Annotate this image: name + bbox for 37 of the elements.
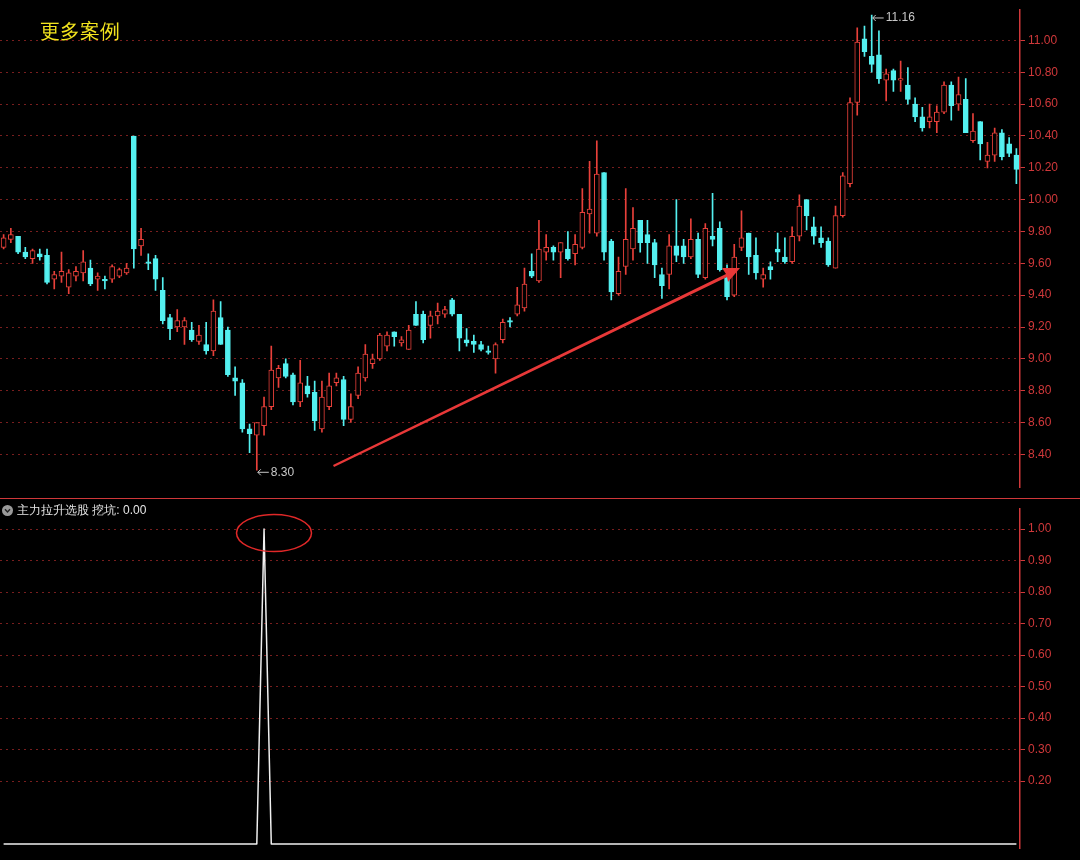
y-tick-label: 0.60 — [1028, 647, 1052, 662]
y-tick-label: 9.40 — [1028, 287, 1052, 302]
y-tick-label: 9.20 — [1028, 319, 1052, 334]
candlestick — [528, 253, 535, 278]
y-tick-label: 0.50 — [1028, 678, 1052, 693]
candlestick — [138, 227, 144, 256]
y-tick-label: 0.70 — [1028, 615, 1052, 630]
y-tick-label: 0.90 — [1028, 552, 1052, 567]
y-tick-label: 10.60 — [1028, 96, 1059, 111]
candlestick — [145, 253, 152, 271]
annotation: 更多案例 — [40, 19, 120, 42]
annotation: 8.30 — [270, 464, 295, 479]
y-tick-label: 9.80 — [1028, 223, 1052, 238]
y-tick-label: 8.40 — [1028, 446, 1052, 461]
y-tick-label: 0.30 — [1028, 741, 1052, 756]
y-tick-label: 0.40 — [1028, 710, 1052, 725]
y-tick-label: 0.80 — [1028, 584, 1052, 599]
candlestick — [868, 14, 875, 73]
y-tick-label: 9.00 — [1028, 351, 1052, 366]
y-tick-label: 9.60 — [1028, 255, 1052, 270]
y-tick-label: 0.20 — [1028, 773, 1052, 788]
y-tick-label: 11.00 — [1028, 32, 1058, 47]
y-tick-label: 10.80 — [1028, 64, 1059, 79]
y-tick-label: 8.80 — [1028, 383, 1052, 397]
annotation: 11.16 — [885, 10, 916, 25]
y-tick-label: 1.00 — [1028, 521, 1052, 536]
chart-title: 主力拉升选股 挖坑: 0.00 — [17, 502, 147, 519]
y-tick-label: 10.40 — [1028, 128, 1059, 143]
candlestick — [782, 237, 788, 264]
candlestick — [471, 334, 477, 353]
candlestick — [818, 226, 824, 248]
y-tick-label: 8.60 — [1028, 414, 1052, 429]
y-tick-label: 10.00 — [1028, 191, 1059, 206]
candlestick — [543, 234, 549, 261]
y-tick-label: 10.20 — [1028, 160, 1059, 175]
candlestick — [883, 68, 889, 102]
candlestick — [203, 321, 209, 355]
